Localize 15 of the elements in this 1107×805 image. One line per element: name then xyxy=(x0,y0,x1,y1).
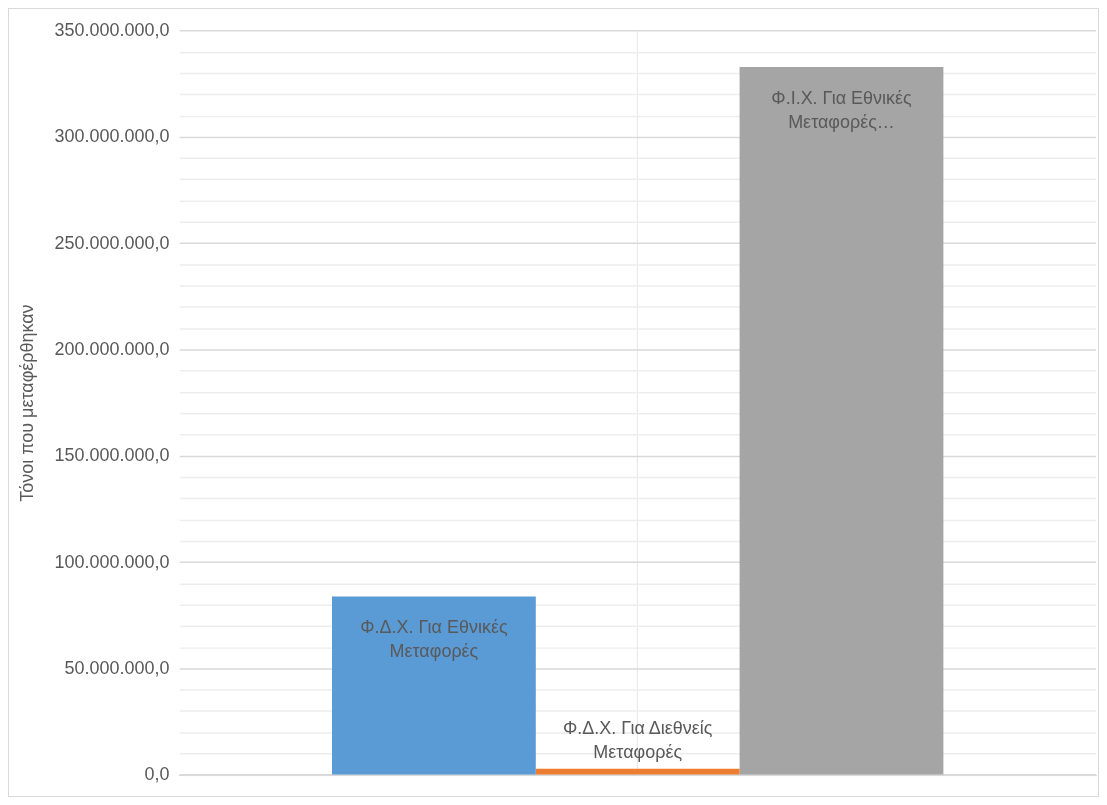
bar xyxy=(739,67,944,775)
series-label: Φ.Δ.Χ. Για Εθνικές Μεταφορές xyxy=(360,617,508,662)
bar xyxy=(332,596,536,775)
y-axis-title: Τόνοι που μεταφέρθηκαν xyxy=(16,304,37,502)
y-tick-label: 350.000.000,0 xyxy=(54,19,170,40)
y-tick-label: 100.000.000,0 xyxy=(54,551,170,572)
series-label: Φ.Ι.Χ. Για Εθνικές Μεταφορές… xyxy=(771,87,912,132)
bar xyxy=(535,768,740,775)
y-tick-label: 150.000.000,0 xyxy=(54,445,170,466)
series-label: Φ.Δ.Χ. Για Διεθνείς Μεταφορές xyxy=(563,717,713,762)
y-tick-label: 300.000.000,0 xyxy=(54,126,170,147)
y-tick-label: 200.000.000,0 xyxy=(54,338,170,359)
y-tick-label: 50.000.000,0 xyxy=(64,657,170,678)
y-tick-label: 0,0 xyxy=(144,764,170,785)
y-tick-label: 250.000.000,0 xyxy=(54,232,170,253)
